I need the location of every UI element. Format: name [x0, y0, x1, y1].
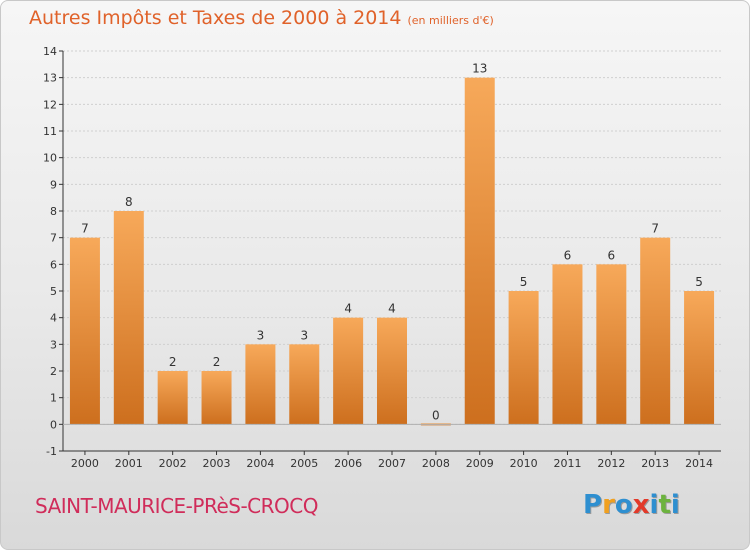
data-label-2001: 8 [125, 195, 133, 209]
proxiti-logo: Proxiti [583, 490, 680, 520]
data-label-2006: 4 [344, 302, 352, 316]
data-label-2008: 0 [432, 408, 440, 422]
x-tick-label-2004: 2004 [246, 457, 274, 470]
bar-2007 [377, 317, 407, 425]
x-tick-label-2002: 2002 [159, 457, 187, 470]
data-label-2007: 4 [388, 302, 396, 316]
y-tick-label: 10 [43, 152, 57, 165]
y-tick-label: 14 [43, 45, 57, 58]
x-tick-label-2005: 2005 [290, 457, 318, 470]
data-label-2009: 13 [472, 62, 487, 76]
label-layer: -101234567891011121314720008200122002220… [43, 45, 713, 470]
data-label-2003: 2 [213, 355, 221, 369]
chart-title: Autres Impôts et Taxes de 2000 à 2014 (en… [29, 7, 494, 29]
x-tick-label-2006: 2006 [334, 457, 362, 470]
bar-2000 [69, 237, 100, 425]
bar-2001 [113, 211, 144, 425]
bar-2014 [684, 291, 715, 425]
bar-2003 [201, 371, 232, 425]
data-label-2014: 5 [695, 275, 703, 289]
data-label-2013: 7 [651, 222, 659, 236]
data-label-2011: 6 [564, 248, 572, 262]
axis-layer [59, 50, 721, 455]
chart-unit: (en milliers d'€) [407, 14, 494, 27]
y-tick-label: 9 [50, 178, 57, 191]
data-label-2002: 2 [169, 355, 177, 369]
x-tick-label-2003: 2003 [203, 457, 231, 470]
y-tick-label: 0 [50, 418, 57, 431]
x-tick-label-2013: 2013 [641, 457, 669, 470]
y-tick-label: 6 [50, 258, 57, 271]
bar-2010 [508, 291, 539, 425]
bar-2002 [157, 371, 188, 425]
x-tick-label-2008: 2008 [422, 457, 450, 470]
data-label-2012: 6 [608, 248, 616, 262]
y-tick-label: 5 [50, 285, 57, 298]
bar-2005 [289, 344, 320, 425]
y-tick-label: 7 [50, 232, 57, 245]
x-tick-label-2012: 2012 [597, 457, 625, 470]
data-label-2005: 3 [300, 328, 308, 342]
y-tick-label: 12 [43, 98, 57, 111]
bar-2004 [245, 344, 276, 425]
bar-layer [69, 77, 715, 426]
x-tick-label-2001: 2001 [115, 457, 143, 470]
y-tick-label: 2 [50, 365, 57, 378]
x-tick-label-2000: 2000 [71, 457, 99, 470]
y-tick-label: 1 [50, 392, 57, 405]
y-tick-label: 3 [50, 338, 57, 351]
data-label-2004: 3 [257, 328, 265, 342]
bar-2006 [333, 317, 364, 425]
bar-2011 [552, 264, 583, 425]
y-tick-label: 11 [43, 125, 57, 138]
x-tick-label-2011: 2011 [553, 457, 581, 470]
x-tick-label-2009: 2009 [466, 457, 494, 470]
y-tick-label: 4 [50, 312, 57, 325]
bar-2009 [464, 77, 495, 425]
x-tick-label-2007: 2007 [378, 457, 406, 470]
y-tick-label: -1 [46, 445, 57, 458]
y-tick-label: 8 [50, 205, 57, 218]
data-label-2010: 5 [520, 275, 528, 289]
x-tick-label-2010: 2010 [510, 457, 538, 470]
commune-name: SAINT-MAURICE-PRèS-CROCQ [35, 494, 318, 518]
x-tick-label-2014: 2014 [685, 457, 713, 470]
bar-2013 [640, 237, 671, 425]
y-tick-label: 13 [43, 72, 57, 85]
data-label-2000: 7 [81, 222, 89, 236]
bar-2012 [596, 264, 627, 425]
chart-title-text: Autres Impôts et Taxes de 2000 à 2014 [29, 7, 402, 29]
